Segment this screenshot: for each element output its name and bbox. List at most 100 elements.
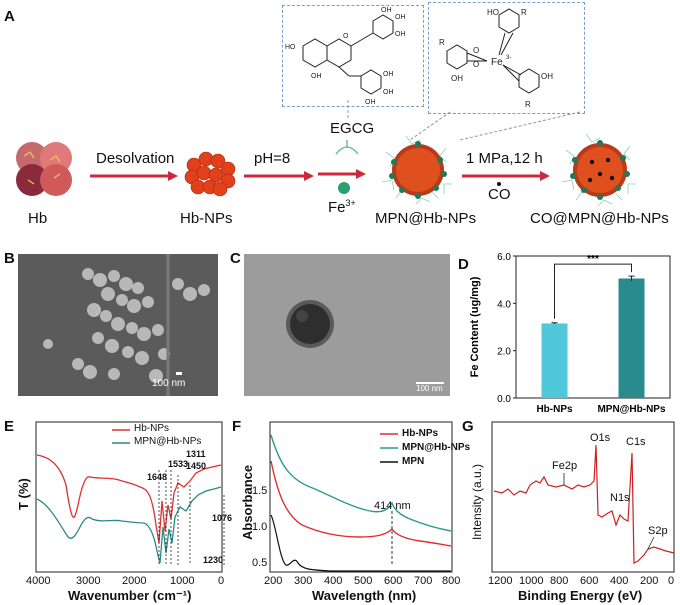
uv-xtick-500: 500: [354, 575, 373, 587]
ftir-xtick-4000: 4000: [26, 575, 51, 587]
bar-ytick-label: 6.0: [497, 252, 511, 263]
panel-label-f: F: [232, 418, 242, 435]
panel-label-a: A: [4, 8, 15, 25]
ftir-legend-hb-nps: Hb-NPs: [134, 423, 170, 434]
panel-label-c: C: [230, 250, 241, 267]
svg-text:HO: HO: [285, 44, 296, 51]
egcg-molecule-icon: [335, 140, 359, 155]
ftir-chart: [35, 421, 225, 573]
uv-xtick-800: 800: [442, 575, 461, 587]
mpn-hb-nps-label: MPN@Hb-NPs: [375, 210, 477, 227]
uv-xtick-200: 200: [264, 575, 283, 587]
ftir-annot-1450: 1450: [186, 461, 207, 471]
svg-text:OH: OH: [451, 74, 463, 83]
svg-text:OH: OH: [395, 31, 406, 38]
co-mpn-hb-nps-particle-icon: [561, 133, 636, 207]
bar-mpn-hb-nps: [618, 278, 645, 398]
xps-xtick-800: 800: [550, 575, 569, 587]
panel-label-b: B: [4, 250, 15, 267]
arrow-egcg-icon: [318, 169, 366, 179]
co-label: CO: [488, 186, 511, 203]
uv-xtick-400: 400: [324, 575, 343, 587]
fe-ion-label: Fe3+: [328, 198, 356, 216]
egcg-structure-box: HO OH OH OH OH OH OH OH O: [282, 5, 424, 107]
hb-nps-label: Hb-NPs: [180, 210, 233, 227]
uv-ytick-1-0: 1.0: [252, 521, 268, 533]
uv-legend-mpn-hb-nps: MPN@Hb-NPs: [402, 442, 471, 453]
uv-xlabel: Wavelength (nm): [312, 588, 417, 603]
sem-scale-label: 100 nm: [152, 378, 186, 389]
panel-label-d: D: [458, 256, 469, 273]
ftir-annot-1648: 1648: [147, 472, 168, 482]
uv-annot-414: 414 nm: [374, 500, 411, 512]
panel-label-g: G: [462, 418, 474, 435]
uv-ytick-1-5: 1.5: [252, 485, 268, 497]
ftir-ylabel: T (%): [16, 478, 31, 510]
ftir-annot-1076: 1076: [212, 513, 233, 523]
ftir-xtick-1000: 1000: [170, 575, 195, 587]
tem-particle-icon: [244, 254, 450, 396]
connector-lines: [347, 100, 581, 141]
uv-series-hb-nps: [270, 460, 452, 547]
svg-text:OH: OH: [395, 14, 406, 21]
uv-xtick-300: 300: [294, 575, 313, 587]
fe-content-bar-chart: 0.0 2.0 4.0 6.0 Hb-NPs MPN@Hb-NPs *** Fe Conten…: [469, 252, 671, 415]
desolvation-label: Desolvation: [96, 150, 175, 167]
egcg-label: EGCG: [330, 120, 375, 137]
hb-protein-icon: [16, 142, 72, 196]
uv-series-mpn-hb-nps: [270, 434, 452, 532]
sem-image: 100 nm: [18, 254, 218, 396]
ftir-annot-1311: 1311: [186, 449, 206, 459]
pressure-label: 1 MPa,12 h: [466, 150, 543, 167]
xps-peak-s2p: S2p: [648, 525, 668, 537]
bar-significance-bracket: [554, 263, 632, 319]
svg-text:OH: OH: [311, 73, 322, 80]
fe-ion-icon: [338, 182, 350, 194]
bar-ylabel: Fe Content (ug/mg): [469, 276, 481, 377]
bar-ytick-label: 4.0: [497, 299, 511, 310]
uv-legend-hb-nps: Hb-NPs: [402, 428, 439, 439]
xps-peak-c1s: C1s: [626, 436, 646, 448]
sem-texture-icon: [18, 254, 218, 396]
tem-image: 100 nm: [244, 254, 450, 396]
bar-category-label: MPN@Hb-NPs: [597, 404, 666, 415]
uv-plot-frame: [269, 421, 453, 573]
xps-plot-frame: [491, 421, 675, 573]
svg-text:O: O: [473, 46, 479, 55]
co-mpn-hb-nps-label: CO@MPN@Hb-NPs: [530, 210, 669, 227]
svg-text:O: O: [343, 33, 349, 40]
ph-label: pH=8: [254, 150, 291, 167]
xps-xlabel: Binding Energy (eV): [518, 588, 643, 603]
uv-xtick-700: 700: [414, 575, 433, 587]
bar-category-label: Hb-NPs: [536, 404, 573, 415]
ftir-xtick-0: 0: [218, 575, 225, 587]
svg-text:OH: OH: [383, 71, 394, 78]
co-radical-dot-icon: [497, 182, 501, 186]
bar-hb-nps: [541, 323, 568, 398]
xps-xtick-200: 200: [640, 575, 659, 587]
svg-text:OH: OH: [365, 99, 376, 106]
xps-chart: [491, 421, 675, 573]
xps-xtick-0: 0: [668, 575, 675, 587]
xps-peak-o1s: O1s: [590, 432, 611, 444]
hb-label: Hb: [28, 210, 48, 227]
ftir-annot-1533: 1533: [168, 459, 189, 469]
svg-text:O: O: [473, 60, 479, 69]
svg-text:OH: OH: [383, 89, 394, 96]
svg-text:Fe: Fe: [491, 57, 503, 68]
svg-text:R: R: [521, 8, 527, 17]
ftir-series-hb-nps: [36, 454, 222, 544]
tem-scale-label: 100 nm: [416, 384, 443, 393]
arrow-pressure-icon: [462, 171, 550, 181]
bar-significance-label: ***: [587, 254, 599, 265]
svg-text:OH: OH: [381, 7, 392, 14]
svg-text:HO: HO: [487, 8, 499, 17]
ftir-xtick-2000: 2000: [122, 575, 147, 587]
ftir-plot-frame: [35, 421, 223, 573]
svg-text:OH: OH: [541, 72, 553, 81]
svg-text:R: R: [525, 100, 531, 109]
ftir-series-mpn-hb-nps: [36, 486, 222, 564]
xps-spectrum: [493, 444, 675, 564]
bar-ytick-label: 2.0: [497, 347, 511, 358]
